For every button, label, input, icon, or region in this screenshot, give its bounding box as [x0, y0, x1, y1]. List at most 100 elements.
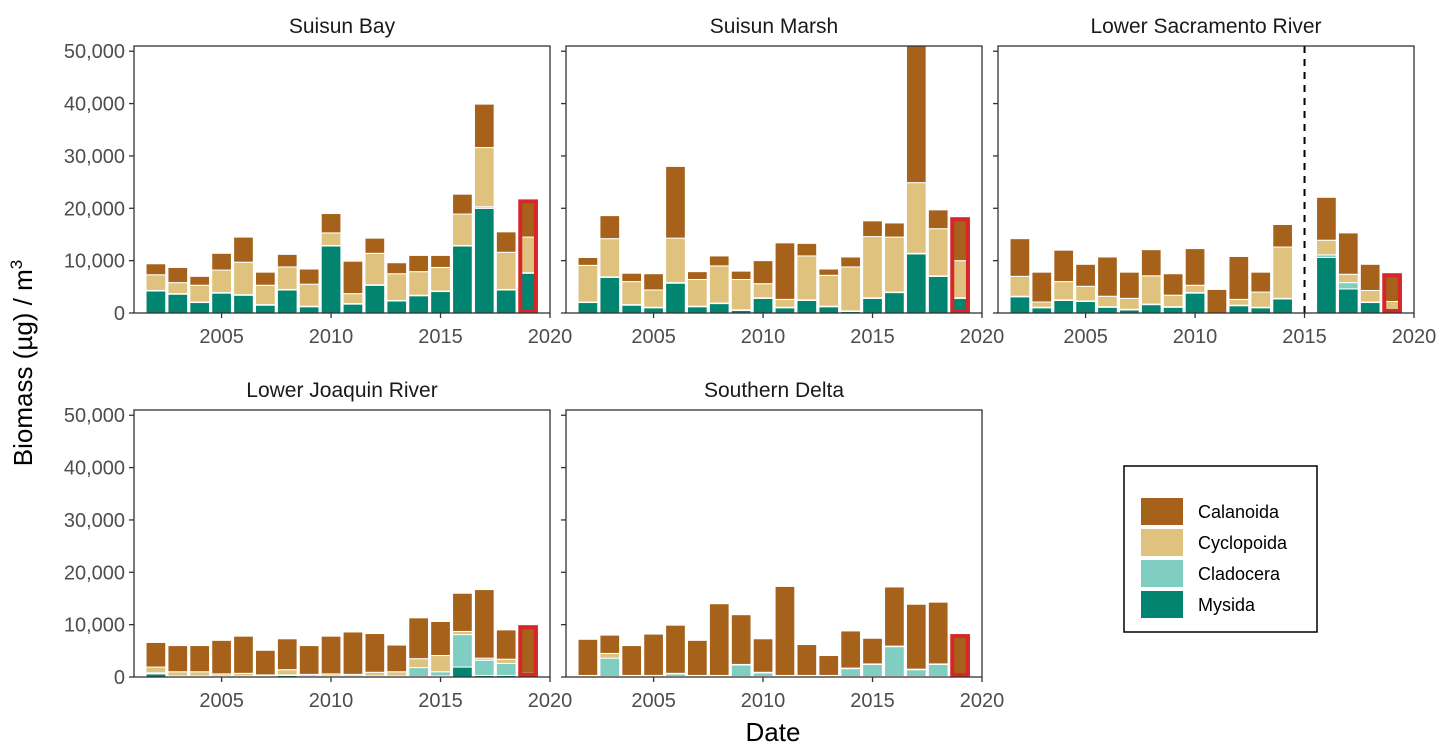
bar-lower-sacramento-river-2004-mysida	[1053, 299, 1075, 313]
bar-lower-joaquin-river-2015-cyclopoida	[430, 655, 451, 673]
bar-suisun-bay-2003-cyclopoida	[167, 282, 189, 295]
bar-suisun-marsh-2015-mysida	[862, 297, 883, 313]
bar-lower-sacramento-river-2007-calanoida	[1119, 271, 1140, 299]
bar-suisun-bay-2004-mysida	[189, 302, 211, 313]
bar-suisun-marsh-2003-mysida	[599, 276, 621, 313]
bar-suisun-marsh-2006-calanoida	[665, 165, 686, 239]
bar-lower-sacramento-river-2012-mysida	[1228, 305, 1250, 313]
bar-southern-delta-2006-calanoida	[665, 624, 686, 674]
bar-lower-joaquin-river-2004-cyclopoida	[189, 671, 211, 677]
bar-suisun-marsh-2009-cyclopoida	[730, 278, 752, 311]
bars-suisun-bay	[145, 103, 539, 313]
highlight-box-lower-sacramento-river-2019	[1382, 273, 1402, 313]
bar-southern-delta-2003-cyclopoida	[599, 652, 621, 659]
legend-label-mysida: Mysida	[1198, 595, 1256, 615]
bar-lower-joaquin-river-2010-calanoida	[320, 635, 342, 675]
panel-frame-suisun-marsh	[565, 45, 983, 314]
bar-lower-sacramento-river-2007-cyclopoida	[1119, 297, 1140, 310]
x-tick-label-suisun-marsh-2015: 2015	[850, 326, 895, 348]
bar-suisun-bay-2017-calanoida	[473, 103, 495, 149]
bar-lower-sacramento-river-2002-cyclopoida	[1009, 275, 1031, 297]
bar-southern-delta-2018-cladocera	[927, 663, 949, 677]
bar-suisun-bay-2014-calanoida	[408, 254, 429, 273]
bar-suisun-marsh-2012-mysida	[796, 299, 818, 313]
bar-lower-sacramento-river-2003-cyclopoida	[1031, 301, 1053, 308]
bar-suisun-marsh-2003-calanoida	[599, 215, 621, 240]
legend-swatch-cyclopoida	[1141, 529, 1183, 556]
bar-southern-delta-2013-calanoida	[818, 655, 840, 676]
bar-suisun-bay-2013-mysida	[386, 300, 408, 313]
x-tick-label-southern-delta-2020: 2020	[960, 690, 1005, 712]
legend-label-cyclopoida: Cyclopoida	[1198, 533, 1288, 553]
bar-lower-joaquin-river-2004-calanoida	[189, 645, 211, 673]
panel-southern-delta: Southern Delta 2005 2010 2015 2020	[561, 379, 1004, 712]
bar-suisun-bay-2014-mysida	[408, 295, 429, 313]
bar-southern-delta-2015-cladocera	[862, 663, 883, 677]
highlight-box-suisun-marsh-2019	[950, 217, 970, 313]
bar-lower-sacramento-river-2004-cyclopoida	[1053, 281, 1075, 301]
bar-suisun-marsh-2002-mysida	[577, 302, 599, 313]
bar-lower-joaquin-river-2005-calanoida	[211, 639, 232, 675]
bar-southern-delta-2014-calanoida	[840, 630, 861, 669]
highlight-box-southern-delta-2019	[950, 634, 970, 677]
bar-lower-sacramento-river-2018-cyclopoida	[1359, 289, 1381, 303]
bar-suisun-bay-2007-cyclopoida	[255, 284, 276, 306]
bar-southern-delta-2008-calanoida	[708, 603, 730, 676]
bar-lower-joaquin-river-2008-cyclopoida	[276, 669, 298, 676]
bar-lower-sacramento-river-2009-calanoida	[1162, 273, 1184, 296]
bar-suisun-bay-2002-cyclopoida	[145, 274, 167, 291]
bar-southern-delta-2015-calanoida	[862, 637, 883, 665]
bar-suisun-bay-2010-calanoida	[320, 213, 342, 234]
bar-suisun-bay-2013-cyclopoida	[386, 273, 408, 301]
bar-lower-sacramento-river-2010-cyclopoida	[1184, 284, 1206, 294]
panel-frame-lower-joaquin-river	[133, 409, 551, 678]
bar-lower-sacramento-river-2008-calanoida	[1140, 249, 1162, 277]
bar-suisun-marsh-2011-mysida	[774, 307, 796, 313]
bar-lower-joaquin-river-2015-calanoida	[430, 621, 451, 657]
bar-suisun-marsh-2002-cyclopoida	[577, 264, 599, 303]
x-tick-label-southern-delta-2015: 2015	[850, 690, 895, 712]
bar-lower-sacramento-river-2005-cyclopoida	[1075, 285, 1096, 302]
panel-title-lower-joaquin-river: Lower Joaquin River	[246, 379, 437, 402]
bar-southern-delta-2014-cladocera	[840, 668, 861, 677]
bar-southern-delta-2009-calanoida	[730, 614, 752, 665]
bar-suisun-bay-2011-mysida	[342, 303, 364, 313]
bar-lower-joaquin-river-2007-calanoida	[255, 649, 276, 676]
bar-lower-joaquin-river-2003-cyclopoida	[167, 671, 189, 677]
bar-suisun-bay-2002-calanoida	[145, 263, 167, 276]
bar-lower-joaquin-river-2014-cyclopoida	[408, 658, 429, 669]
bar-lower-joaquin-river-2014-calanoida	[408, 617, 429, 660]
bar-lower-joaquin-river-2015-cladocera	[430, 671, 451, 677]
bar-lower-joaquin-river-2016-cladocera	[452, 634, 473, 668]
bar-suisun-bay-2012-calanoida	[364, 237, 386, 254]
bar-southern-delta-2007-calanoida	[687, 639, 708, 676]
bar-lower-sacramento-river-2006-mysida	[1097, 306, 1118, 313]
bar-suisun-marsh-2014-calanoida	[840, 256, 861, 268]
bar-suisun-marsh-2013-cyclopoida	[818, 274, 840, 307]
bar-suisun-marsh-2015-cyclopoida	[862, 236, 883, 299]
bar-lower-joaquin-river-2009-calanoida	[298, 645, 320, 675]
y-tick-label-suisun-bay-30000: 30,000	[64, 146, 125, 168]
x-tick-label-lower-sacramento-river-2005: 2005	[1063, 326, 1108, 348]
bar-lower-sacramento-river-2006-cyclopoida	[1097, 295, 1118, 308]
bar-suisun-bay-2009-cyclopoida	[298, 283, 320, 307]
bar-southern-delta-2018-calanoida	[927, 601, 949, 665]
bar-lower-sacramento-river-2005-calanoida	[1075, 263, 1096, 287]
bar-lower-sacramento-river-2004-calanoida	[1053, 249, 1075, 283]
bar-suisun-bay-2009-calanoida	[298, 268, 320, 285]
bar-southern-delta-2004-calanoida	[621, 645, 643, 676]
bar-southern-delta-2016-cladocera	[884, 646, 905, 677]
bar-suisun-marsh-2018-cyclopoida	[927, 228, 949, 277]
y-axis-title: Biomass (µg) / m3	[7, 260, 38, 466]
panel-lower-joaquin-river: Lower Joaquin River 0 10,000 20,000 30,000 40…	[64, 379, 572, 712]
bar-lower-sacramento-river-2003-mysida	[1031, 307, 1053, 313]
bar-lower-sacramento-river-2010-calanoida	[1184, 248, 1206, 286]
x-tick-label-lower-sacramento-river-2015: 2015	[1282, 326, 1327, 348]
bar-southern-delta-2003-cladocera	[599, 657, 621, 677]
legend-swatch-cladocera	[1141, 560, 1183, 587]
bar-suisun-marsh-2016-calanoida	[884, 222, 905, 238]
bar-lower-sacramento-river-2009-mysida	[1162, 306, 1184, 313]
y-tick-label-suisun-bay-10000: 10,000	[64, 251, 125, 273]
bar-suisun-bay-2013-calanoida	[386, 262, 408, 275]
